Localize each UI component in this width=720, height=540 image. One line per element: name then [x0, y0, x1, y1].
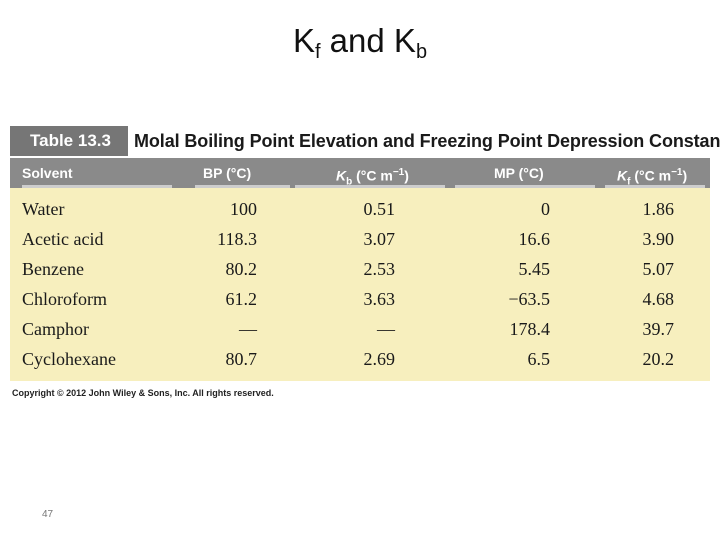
table-caption-bar: Table 13.3 Molal Boiling Point Elevation… — [10, 122, 720, 158]
header-kf-sub: f — [627, 176, 631, 188]
cell-kf: 1.86 — [642, 199, 675, 219]
cell-kb: 3.07 — [363, 229, 396, 249]
cell-solvent: Chloroform — [22, 289, 107, 309]
cell-solvent: Cyclohexane — [22, 349, 116, 369]
cell-kf: 20.2 — [642, 349, 675, 369]
cell-bp: — — [239, 319, 257, 339]
table-header-row: Solvent BP (°C) Kb (°C m−1) MP (°C) Kf (… — [10, 158, 710, 188]
header-divider — [195, 185, 290, 188]
cell-kf: 3.90 — [642, 229, 675, 249]
cell-kb: 2.53 — [363, 259, 396, 279]
header-divider — [22, 185, 172, 188]
cell-bp: 100 — [230, 199, 257, 219]
header-solvent: Solvent — [22, 165, 73, 181]
cell-solvent: Acetic acid — [22, 229, 104, 249]
cell-kb: 3.63 — [363, 289, 396, 309]
table-label: Table 13.3 — [10, 126, 128, 156]
cell-mp: 178.4 — [509, 319, 551, 339]
title-sub-b: b — [415, 41, 428, 63]
cell-bp: 118.3 — [217, 229, 257, 249]
slide-number: 47 — [42, 509, 54, 520]
cell-solvent: Benzene — [22, 259, 84, 279]
cell-mp: 16.6 — [518, 229, 551, 249]
title-k: K — [292, 22, 315, 59]
cell-mp: −63.5 — [508, 289, 550, 309]
cell-solvent: Camphor — [22, 319, 89, 339]
table-figure: Table 13.3 Molal Boiling Point Elevation… — [10, 122, 720, 381]
title-sub-f: f — [314, 41, 321, 63]
table-row: Acetic acid 118.3 3.07 16.6 3.90 — [10, 224, 710, 254]
header-kb-close: ) — [404, 167, 409, 184]
header-kb-exp: −1 — [392, 167, 405, 178]
table-row: Benzene 80.2 2.53 5.45 5.07 — [10, 254, 710, 284]
header-kf-unit: (°C m — [630, 167, 672, 184]
cell-solvent: Water — [22, 199, 65, 219]
header-kf-close: ) — [682, 167, 688, 184]
cell-kf: 39.7 — [642, 319, 675, 339]
copyright-notice: Copyright © 2012 John Wiley & Sons, Inc.… — [12, 388, 274, 398]
slide-title: Kf and Kb — [0, 22, 720, 63]
header-kb-k: K — [336, 167, 347, 184]
table-row: Water 100 0.51 0 1.86 — [10, 194, 710, 224]
header-kb-unit: (°C m — [352, 167, 393, 184]
header-kf: Kf (°C m−1) — [617, 158, 687, 197]
table-body: Water 100 0.51 0 1.86 Acetic acid 118.3 … — [10, 188, 710, 381]
header-mp: MP (°C) — [494, 165, 544, 181]
cell-kf: 4.68 — [642, 289, 675, 309]
cell-mp: 0 — [541, 199, 550, 219]
cell-mp: 5.45 — [518, 259, 551, 279]
table-row: Cyclohexane 80.7 2.69 6.5 20.2 — [10, 344, 710, 374]
header-kb-sub: b — [346, 176, 353, 188]
table-row: Camphor — — 178.4 39.7 — [10, 314, 710, 344]
header-divider — [455, 185, 595, 188]
header-kf-k: K — [617, 167, 628, 184]
table-row: Chloroform 61.2 3.63 −63.5 4.68 — [10, 284, 710, 314]
cell-kf: 5.07 — [642, 259, 675, 279]
cell-bp: 61.2 — [225, 289, 258, 309]
cell-mp: 6.5 — [527, 349, 551, 369]
cell-bp: 80.7 — [225, 349, 258, 369]
header-kb: Kb (°C m−1) — [336, 158, 409, 197]
table-caption: Molal Boiling Point Elevation and Freezi… — [134, 131, 720, 151]
header-divider — [295, 185, 445, 188]
cell-kb: — — [377, 319, 395, 339]
header-bp: BP (°C) — [203, 165, 252, 181]
header-kf-exp: −1 — [671, 167, 683, 178]
header-divider — [605, 185, 705, 188]
cell-kb: 0.51 — [363, 199, 396, 219]
cell-kb: 2.69 — [363, 349, 396, 369]
cell-bp: 80.2 — [225, 259, 258, 279]
title-and-k: and K — [320, 22, 416, 59]
